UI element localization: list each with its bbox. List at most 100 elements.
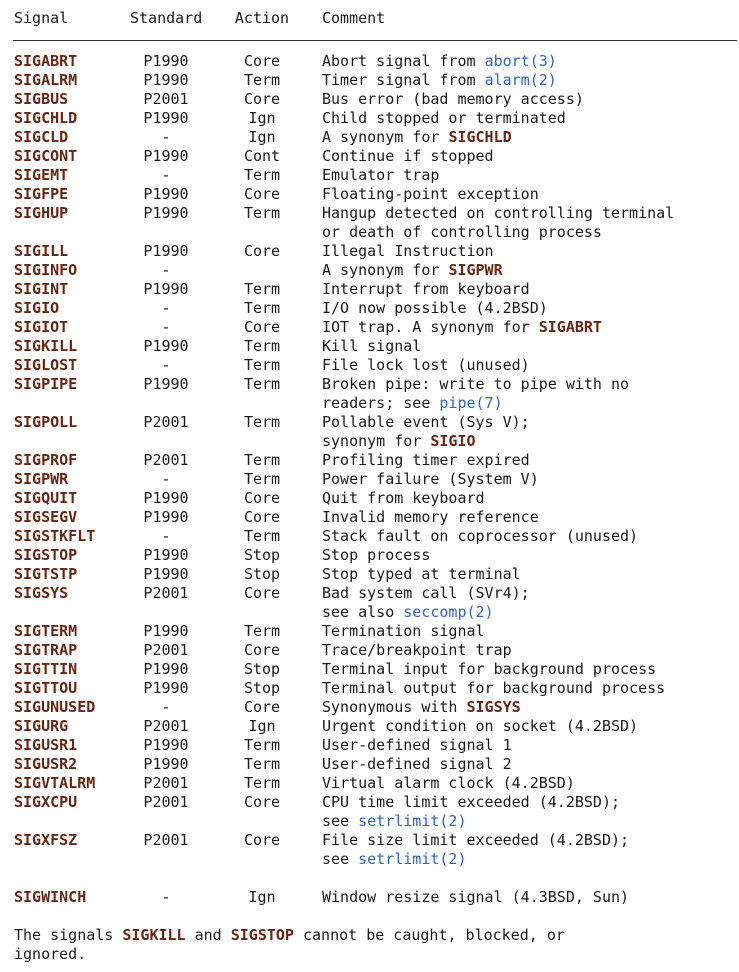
action-cell: Term xyxy=(243,470,281,488)
signal-row: SIGBUS P2001 Core Bus error (bad memory acc… xyxy=(14,90,739,109)
signal-row: SIGALRM P1990 Term Timer signal from alarm(… xyxy=(14,71,739,90)
signal-name: SIGCLD xyxy=(14,128,69,146)
comment-line: Termination signal xyxy=(322,622,739,641)
signal-row: SIGINFO - A synonym for SIGPWR xyxy=(14,261,739,280)
action-cell: Term xyxy=(243,527,281,545)
text-segment: Interrupt from keyboard xyxy=(322,280,530,298)
signal-row: SIGSTOP P1990 Stop Stop process xyxy=(14,546,739,565)
column-header-comment: Comment xyxy=(322,9,386,27)
text-segment: Stack fault on coprocessor (unused) xyxy=(322,527,639,545)
signal-row: SIGIOT - Core IOT trap. A synonym for SIGAB… xyxy=(14,318,739,337)
man-page-link[interactable]: alarm(2) xyxy=(484,71,557,89)
footnote-line: The signals SIGKILL and SIGSTOP cannot b… xyxy=(14,926,739,945)
text-segment: Synonymous with xyxy=(322,698,467,716)
action-cell: Term xyxy=(243,413,281,431)
action-cell: Term xyxy=(243,622,281,640)
text-segment: User-defined signal 1 xyxy=(322,736,512,754)
signal-row: SIGVTALRM P2001 Term Virtual alarm clock (4… xyxy=(14,774,739,793)
standard-cell: - xyxy=(161,698,171,716)
header-divider xyxy=(13,40,737,41)
signal-row: SIGEMT - Term Emulator trap xyxy=(14,166,739,185)
comment-line: Illegal Instruction xyxy=(322,242,739,261)
comment-cell: Stack fault on coprocessor (unused) xyxy=(322,527,739,546)
text-segment: or death of controlling process xyxy=(322,223,602,241)
man-page-link[interactable]: seccomp(2) xyxy=(403,603,494,621)
column-header-signal: Signal xyxy=(14,9,69,27)
man-page-link[interactable]: abort(3) xyxy=(484,52,557,70)
action-cell: Term xyxy=(243,71,281,89)
action-cell: Term xyxy=(243,755,281,773)
comment-line: User-defined signal 2 xyxy=(322,755,739,774)
action-cell: Core xyxy=(243,793,281,811)
signal-name: SIGIO xyxy=(14,299,60,317)
standard-cell: P2001 xyxy=(143,793,189,811)
comment-line: see setrlimit(2) xyxy=(322,850,739,869)
signal-name: SIGXFSZ xyxy=(14,831,78,849)
standard-cell: P1990 xyxy=(143,565,189,583)
standard-cell: P1990 xyxy=(143,185,189,203)
action-cell: Core xyxy=(243,641,281,659)
comment-line: Bad system call (SVr4); xyxy=(322,584,739,603)
action-cell: Ign xyxy=(248,717,276,735)
signal-row: SIGTRAP P2001 Core Trace/breakpoint trap xyxy=(14,641,739,660)
footnote-line: ignored. xyxy=(14,945,739,964)
column-header-standard: Standard xyxy=(130,9,203,27)
signal-name: SIGILL xyxy=(14,242,69,260)
action-cell: Term xyxy=(243,356,281,374)
comment-cell: Terminal output for background process xyxy=(322,679,739,698)
text-segment: Bus error (bad memory access) xyxy=(322,90,584,108)
signal-name: SIGXCPU xyxy=(14,793,78,811)
standard-cell: P1990 xyxy=(143,660,189,678)
signal-row: SIGILL P1990 Core Illegal Instruction xyxy=(14,242,739,261)
text-segment: Invalid memory reference xyxy=(322,508,539,526)
comment-line: Timer signal from alarm(2) xyxy=(322,71,739,90)
text-segment: User-defined signal 2 xyxy=(322,755,512,773)
signal-name: SIGTTIN xyxy=(14,660,78,678)
signal-name: SIGBUS xyxy=(14,90,69,108)
man-page-link[interactable]: setrlimit(2) xyxy=(358,812,467,830)
man-page-link[interactable]: pipe(7) xyxy=(439,394,503,412)
action-cell: Term xyxy=(243,280,281,298)
comment-line: Quit from keyboard xyxy=(322,489,739,508)
comment-line: Continue if stopped xyxy=(322,147,739,166)
text-segment: Bad system call (SVr4); xyxy=(322,584,530,602)
text-segment: A synonym for xyxy=(322,261,449,279)
comment-cell: Hangup detected on controlling terminal o… xyxy=(322,204,739,242)
signal-row: SIGINT P1990 Term Interrupt from keyboard xyxy=(14,280,739,299)
text-segment: see xyxy=(322,850,359,868)
standard-cell: P1990 xyxy=(143,242,189,260)
comment-cell: Power failure (System V) xyxy=(322,470,739,489)
signal-name: SIGPWR xyxy=(14,470,69,488)
signal-row: SIGTERM P1990 Term Termination signal xyxy=(14,622,739,641)
signal-row: SIGUNUSED - Core Synonymous with SIGSYS xyxy=(14,698,739,717)
comment-cell: Stop typed at terminal xyxy=(322,565,739,584)
signal-name: SIGINT xyxy=(14,280,69,298)
standard-cell: - xyxy=(161,470,171,488)
standard-cell: P1990 xyxy=(143,71,189,89)
signal-name: SIGTERM xyxy=(14,622,78,640)
comment-line: Abort signal from abort(3) xyxy=(322,52,739,71)
comment-cell: Floating-point exception xyxy=(322,185,739,204)
man-page-link[interactable]: setrlimit(2) xyxy=(358,850,467,868)
signal-name: SIGABRT xyxy=(14,52,78,70)
text-segment: CPU time limit exceeded (4.2BSD); xyxy=(322,793,621,811)
comment-line: Window resize signal (4.3BSD, Sun) xyxy=(322,888,739,907)
comment-cell: Quit from keyboard xyxy=(322,489,739,508)
standard-cell: P2001 xyxy=(143,584,189,602)
signal-row: SIGPROF P2001 Term Profiling timer expired xyxy=(14,451,739,470)
signal-ref: SIGSYS xyxy=(466,698,521,716)
standard-cell: P1990 xyxy=(143,755,189,773)
signal-row: SIGTTOU P1990 Stop Terminal output for back… xyxy=(14,679,739,698)
signal-name: SIGINFO xyxy=(14,261,78,279)
text-segment: Power failure (System V) xyxy=(322,470,539,488)
text-segment: Broken pipe: write to pipe with no xyxy=(322,375,630,393)
comment-cell: Pollable event (Sys V); synonym for SIGIO xyxy=(322,413,739,451)
footnote: The signals SIGKILL and SIGSTOP cannot b… xyxy=(14,926,739,964)
action-cell: Core xyxy=(243,831,281,849)
comment-line: Emulator trap xyxy=(322,166,739,185)
signal-name: SIGHUP xyxy=(14,204,69,222)
comment-line: Kill signal xyxy=(322,337,739,356)
signal-name: SIGLOST xyxy=(14,356,78,374)
action-cell: Term xyxy=(243,451,281,469)
